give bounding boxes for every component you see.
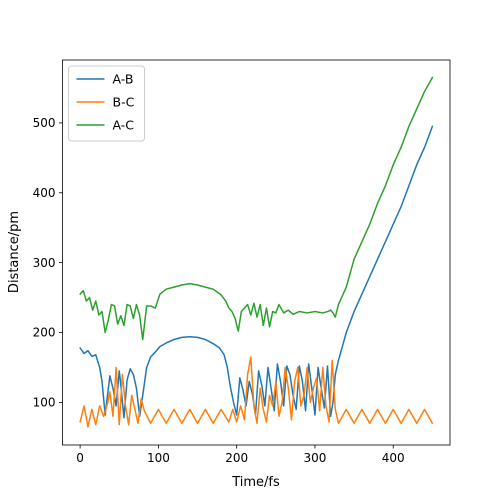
y-tick-label: 500 bbox=[33, 116, 56, 130]
x-tick-label: 200 bbox=[225, 451, 248, 465]
y-axis-ticks: 100 200 300 400 500 bbox=[33, 116, 63, 410]
series-layer bbox=[79, 76, 434, 428]
legend-label-a-b: A-B bbox=[113, 72, 134, 87]
legend-label-a-c: A-C bbox=[113, 118, 135, 133]
legend: A-B B-C A-C bbox=[68, 65, 145, 142]
series-line-a-c bbox=[79, 76, 434, 341]
legend-label-b-c: B-C bbox=[113, 95, 135, 110]
x-tick-label: 0 bbox=[76, 451, 84, 465]
x-tick-label: 300 bbox=[304, 451, 327, 465]
plot-frame bbox=[62, 59, 451, 446]
legend-box bbox=[68, 65, 145, 142]
y-axis-label: Distance/pm bbox=[7, 211, 22, 293]
y-tick-label: 200 bbox=[33, 326, 56, 340]
y-tick-label: 400 bbox=[33, 186, 56, 200]
x-tick-label: 100 bbox=[147, 451, 170, 465]
series-line-b-c bbox=[79, 356, 434, 428]
x-axis-label: Time/fs bbox=[231, 475, 280, 490]
x-axis-ticks: 0 100 200 300 400 bbox=[76, 445, 405, 465]
y-tick-label: 300 bbox=[33, 256, 56, 270]
y-tick-label: 100 bbox=[33, 396, 56, 410]
x-tick-label: 400 bbox=[382, 451, 405, 465]
